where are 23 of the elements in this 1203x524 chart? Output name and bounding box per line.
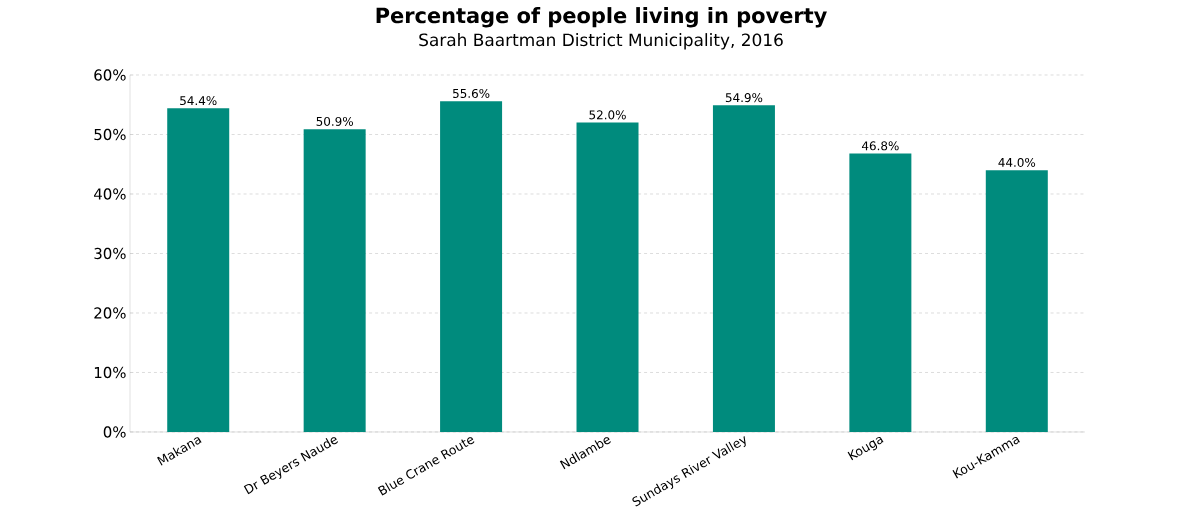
bar bbox=[440, 101, 503, 432]
data-label: 55.6% bbox=[453, 88, 490, 98]
data-label: 52.0% bbox=[589, 110, 626, 120]
bar bbox=[576, 122, 639, 432]
data-label: 54.9% bbox=[725, 93, 763, 103]
y-tick-label: 50% bbox=[94, 128, 126, 141]
data-label: 46.8% bbox=[861, 141, 899, 151]
y-tick-label: 20% bbox=[94, 307, 126, 319]
data-label: 44.0% bbox=[998, 157, 1036, 167]
bar bbox=[849, 153, 912, 432]
y-tick-label: 30% bbox=[94, 247, 126, 260]
data-label: 50.9% bbox=[316, 116, 353, 126]
y-tick-label: 0% bbox=[103, 426, 126, 438]
data-label: 54.4% bbox=[180, 96, 217, 106]
chart-title: Percentage of people living in poverty bbox=[376, 7, 827, 28]
bar bbox=[167, 108, 230, 432]
y-tick-label: 10% bbox=[94, 366, 126, 379]
bar bbox=[985, 170, 1048, 432]
chart-subtitle: Sarah Baartman District Municipality, 2016 bbox=[419, 33, 783, 50]
bar bbox=[303, 129, 366, 432]
y-tick-label: 60% bbox=[94, 69, 126, 81]
bar bbox=[712, 105, 775, 432]
y-tick-label: 40% bbox=[94, 188, 126, 200]
